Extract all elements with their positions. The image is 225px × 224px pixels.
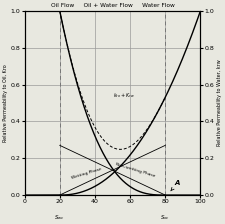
Text: Non-wetting Phase: Non-wetting Phase	[115, 162, 156, 178]
Y-axis label: Relative Permeability to Oil, Kro: Relative Permeability to Oil, Kro	[3, 64, 8, 142]
Text: Wetting Phase: Wetting Phase	[70, 167, 102, 180]
Text: $S_{oc}$: $S_{oc}$	[160, 213, 170, 222]
Text: $k_{ro}+K_{rw}$: $k_{ro}+K_{rw}$	[112, 91, 134, 100]
Title: Oil Flow     Oil + Water Flow     Water Flow: Oil Flow Oil + Water Flow Water Flow	[51, 3, 174, 8]
Y-axis label: Relative Permeability to Water, krw: Relative Permeability to Water, krw	[217, 60, 222, 146]
Text: A: A	[171, 180, 180, 191]
Text: $S_{wc}$: $S_{wc}$	[54, 213, 65, 222]
